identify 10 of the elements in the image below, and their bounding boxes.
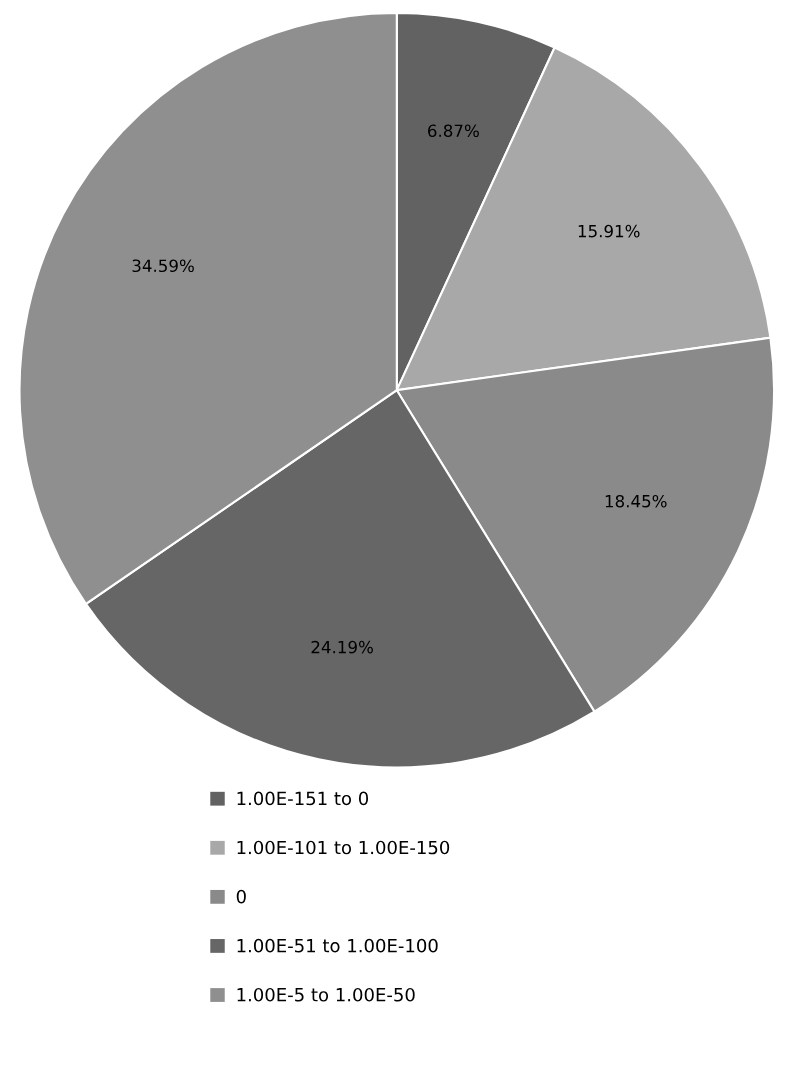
legend-label: 1.00E-5 to 1.00E-50 <box>237 987 415 1002</box>
data-label: 6.87% <box>428 124 479 138</box>
legend-label: 1.00E-101 to 1.00E-150 <box>237 840 450 855</box>
data-label: 18.45% <box>605 494 667 508</box>
legend-label: 0 <box>236 889 246 904</box>
data-label: 15.91% <box>578 224 640 238</box>
data-label: 34.59% <box>132 259 194 273</box>
legend-label: 1.00E-51 to 1.00E-100 <box>237 938 438 953</box>
data-label: 24.19% <box>311 640 373 654</box>
legend-label: 1.00E-151 to 0 <box>237 791 369 806</box>
